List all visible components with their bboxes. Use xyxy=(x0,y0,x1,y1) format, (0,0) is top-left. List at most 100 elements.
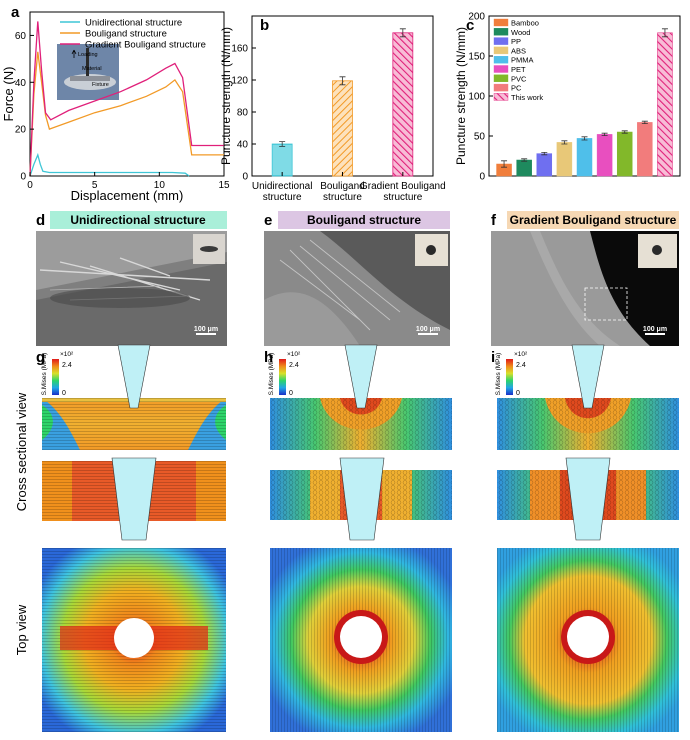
x-tick-label: Gradient Bouligand xyxy=(360,181,446,192)
scale-bar-d: 100 μm xyxy=(194,326,218,333)
panel-a-ylabel: Force (N) xyxy=(1,67,16,122)
colorbar-title-g: S.Mises (MPa) xyxy=(41,353,48,396)
legend-label-8: This work xyxy=(511,93,543,102)
title-d: Unidirectional structure xyxy=(70,213,206,227)
error-bar-1 xyxy=(521,158,528,162)
error-bar-1 xyxy=(339,76,346,86)
legend-swatch-1 xyxy=(493,28,509,36)
legend-swatch-4 xyxy=(493,56,509,64)
panel-a-line-chart: a Loading Material Fixture 0 5 10 15 0 20 40 60… xyxy=(1,4,230,203)
legend-swatch-6 xyxy=(493,74,509,83)
error-bar-2 xyxy=(541,152,548,156)
sem-image-f: 100 μm xyxy=(491,231,679,346)
colorbar-max-i: 2.4 xyxy=(516,362,526,369)
legend-label-2: Gradient Bouligand structure xyxy=(85,40,206,51)
legend-label-3: ABS xyxy=(511,46,526,55)
series-line-1 xyxy=(29,51,224,177)
series-line-2 xyxy=(29,21,224,177)
row-fea: g h i Cross sectional view Top view S.Mi… xyxy=(14,344,679,732)
panel-a-inset-photo: Loading Material Fixture xyxy=(57,44,119,100)
head-bar-d xyxy=(50,211,227,229)
error-bar-0 xyxy=(501,160,508,168)
legend-swatch-8 xyxy=(493,93,509,101)
bar-1 xyxy=(332,80,353,177)
y-tick-label: 80 xyxy=(237,108,249,119)
legend-label-0: Bamboo xyxy=(511,19,539,28)
y-tick-label: 160 xyxy=(231,44,248,55)
panel-letter-i: i xyxy=(491,349,495,366)
head-bar-e xyxy=(278,211,450,229)
x-tick-label: 10 xyxy=(154,180,166,191)
inset-label-loading: Loading xyxy=(78,52,98,58)
colorbar-exponent-g: ×10² xyxy=(60,351,74,358)
error-bar-7 xyxy=(641,120,648,124)
inset-label-material: Material xyxy=(82,66,102,72)
colorbar-min-g: 0 xyxy=(62,390,66,397)
legend-label-5: PET xyxy=(511,65,526,74)
colorbar-max-g: 2.4 xyxy=(62,362,72,369)
scale-bar-f: 100 μm xyxy=(643,326,667,333)
panel-c-ylabel: Puncture strength (N/mm) xyxy=(454,27,468,165)
sem-image-d: 100 μm xyxy=(36,231,227,346)
error-bar-0 xyxy=(279,141,286,147)
legend-label-7: PC xyxy=(511,84,522,93)
y-tick-label: 0 xyxy=(242,172,248,183)
error-bar-8 xyxy=(661,28,668,38)
row-label-top: Top view xyxy=(14,604,29,655)
row-label-cross: Cross sectional view xyxy=(14,392,29,511)
panel-a-frame xyxy=(29,11,225,177)
fea-g-cross xyxy=(42,344,226,541)
bar-5 xyxy=(596,134,613,177)
panel-letter-g: g xyxy=(36,349,45,366)
legend-label-1: Wood xyxy=(511,28,530,37)
fea-i-top xyxy=(497,548,679,732)
error-bar-4 xyxy=(581,136,588,141)
colorbar-g xyxy=(52,359,59,395)
panel-a-xlabel: Displacement (mm) xyxy=(71,188,184,203)
fea-i-cross xyxy=(497,344,679,541)
error-bar-3 xyxy=(561,140,568,145)
panel-letter-b: b xyxy=(260,17,269,34)
legend-swatch-2 xyxy=(493,37,509,45)
colorbar-exponent-i: ×10² xyxy=(514,351,528,358)
error-bar-6 xyxy=(621,130,628,134)
legend-label-0: Unidirectional structure xyxy=(85,18,182,29)
head-bar-f xyxy=(507,211,679,229)
legend-label-2: PP xyxy=(511,37,521,46)
x-tick-label: structure xyxy=(323,192,362,203)
colorbar-max-h: 2.4 xyxy=(289,362,299,369)
colorbar-title-i: S.Mises (MPa) xyxy=(495,353,502,396)
y-tick-label: 60 xyxy=(15,31,27,42)
colorbar-h xyxy=(279,359,286,395)
bar-1 xyxy=(516,159,532,177)
y-tick-label: 40 xyxy=(15,78,27,89)
panel-letter-a: a xyxy=(11,4,20,21)
sem-image-e: 100 μm xyxy=(264,231,450,346)
bar-3 xyxy=(556,142,573,177)
y-tick-label: 0 xyxy=(479,172,485,183)
bar-2 xyxy=(536,153,553,177)
bar-2 xyxy=(392,32,414,177)
scale-bar-e: 100 μm xyxy=(416,326,440,333)
bar-8 xyxy=(657,32,673,177)
x-tick-label: Unidirectional xyxy=(252,181,313,192)
title-e: Bouligand structure xyxy=(307,213,421,227)
series-line-0 xyxy=(29,152,190,177)
y-tick-label: 50 xyxy=(474,132,486,143)
x-tick-label: Bouligand xyxy=(320,181,364,192)
panel-letter-h: h xyxy=(264,349,273,366)
title-f: Gradient Bouligand structure xyxy=(510,213,677,227)
y-tick-label: 40 xyxy=(237,140,249,151)
colorbar-title-h: S.Mises (MPa) xyxy=(268,353,275,396)
colorbar-exponent-h: ×10² xyxy=(287,351,301,358)
x-tick-label: 0 xyxy=(27,180,33,191)
inset-label-fixture: Fixture xyxy=(92,82,109,88)
x-tick-label: structure xyxy=(383,192,422,203)
legend-swatch-5 xyxy=(493,65,509,73)
error-bar-2 xyxy=(399,28,406,38)
panel-letter-f: f xyxy=(491,212,497,229)
panel-letter-e: e xyxy=(264,212,272,229)
x-tick-label: 5 xyxy=(92,180,98,191)
row-sem: d e f Unidirectional structure 100 μm Bo… xyxy=(36,211,679,346)
